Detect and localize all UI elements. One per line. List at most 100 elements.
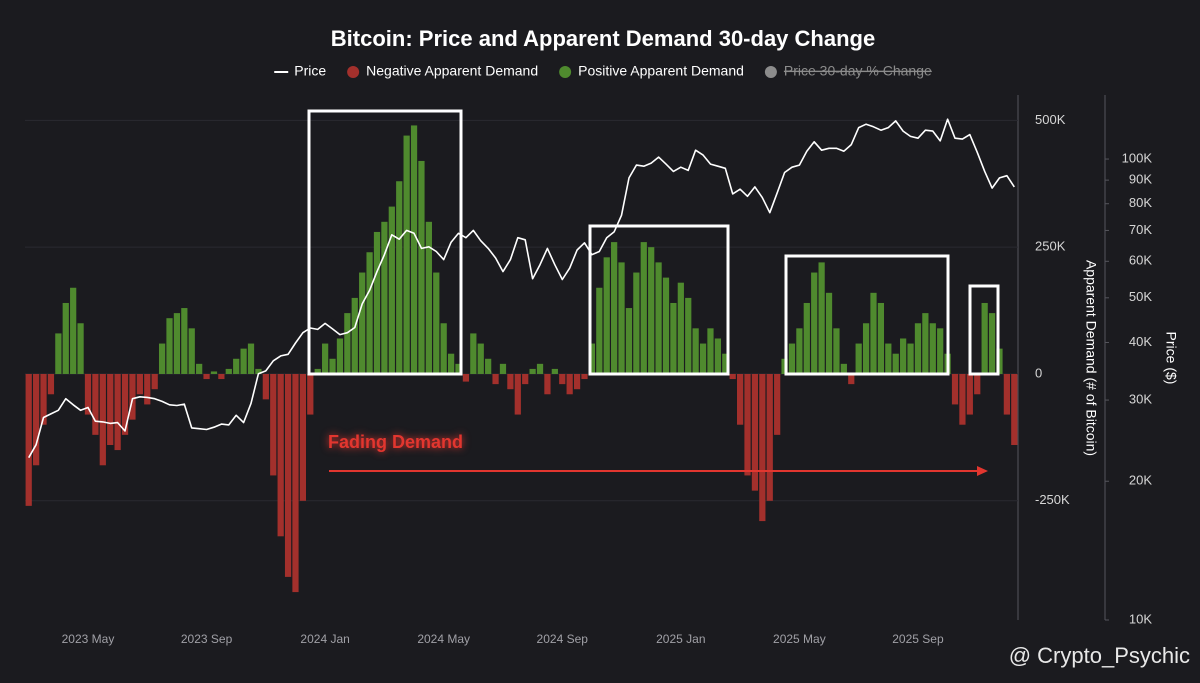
positive-demand-bar <box>418 160 425 374</box>
positive-demand-bar <box>188 328 195 374</box>
positive-demand-bar <box>336 338 344 374</box>
positive-demand-bar <box>240 348 247 374</box>
positive-demand-bar <box>833 328 840 374</box>
negative-demand-bar <box>544 373 551 395</box>
negative-demand-bar <box>114 373 121 451</box>
positive-demand-bar <box>499 363 507 374</box>
negative-demand-bar <box>581 373 588 380</box>
negative-demand-bar <box>507 373 514 390</box>
positive-demand-bar <box>840 363 847 374</box>
negative-demand-bar <box>462 373 470 382</box>
negative-demand-bar <box>729 373 736 380</box>
negative-demand-bar <box>559 373 566 385</box>
positive-demand-bar <box>77 323 84 374</box>
y2-tick-label: 10K <box>1129 611 1152 626</box>
positive-demand-bar <box>877 302 885 374</box>
y2-tick-label: 70K <box>1129 222 1152 237</box>
positive-demand-bar <box>981 302 988 374</box>
negative-demand-bar <box>492 373 499 385</box>
price-line <box>28 118 1015 459</box>
positive-demand-bar <box>855 343 862 374</box>
x-tick-label: 2023 May <box>62 632 115 646</box>
legend-item: Negative Apparent Demand <box>347 63 538 79</box>
y2-tick-label: 100K <box>1122 150 1153 165</box>
legend-marker <box>559 66 572 78</box>
positive-demand-bar <box>685 297 692 374</box>
legend-label: Price 30-day % Change <box>784 63 932 79</box>
x-tick-label: 2023 Sep <box>181 632 233 646</box>
positive-demand-bar <box>158 343 166 374</box>
negative-demand-bar <box>514 373 521 415</box>
y2-tick-label: 90K <box>1129 172 1152 187</box>
positive-demand-bar <box>322 343 329 374</box>
negative-demand-bar <box>566 373 573 395</box>
negative-demand-bar <box>974 373 981 395</box>
positive-demand-bar <box>529 368 536 374</box>
positive-demand-bar <box>907 343 914 374</box>
positive-demand-bar <box>70 287 77 374</box>
legend-marker <box>347 66 360 78</box>
negative-demand-bar <box>848 373 855 385</box>
positive-demand-bar <box>929 323 936 374</box>
positive-demand-bar <box>692 328 699 374</box>
positive-demand-bar <box>714 338 721 374</box>
negative-demand-bar <box>573 373 581 390</box>
y2-axis-title: Price ($) <box>1163 332 1179 385</box>
y2-tick-label: 80K <box>1129 195 1152 210</box>
negative-demand-bar <box>966 373 973 415</box>
positive-demand-bar <box>166 318 173 374</box>
positive-demand-bar <box>55 333 62 374</box>
positive-demand-bar <box>611 242 618 374</box>
positive-demand-bar <box>359 272 366 374</box>
negative-demand-bar <box>299 373 307 501</box>
positive-demand-bar <box>196 363 203 374</box>
positive-demand-bar <box>707 328 714 374</box>
positive-demand-bar <box>373 231 381 374</box>
positive-demand-bar <box>433 272 440 374</box>
x-tick-label: 2025 Jan <box>656 632 705 646</box>
negative-demand-bar <box>277 373 284 537</box>
positive-demand-bar <box>351 297 358 374</box>
x-tick-label: 2024 Sep <box>537 632 589 646</box>
highlight-boxes <box>307 109 1000 376</box>
positive-demand-bar <box>900 338 907 374</box>
watermark: @ Crypto_Psychic <box>1009 643 1190 668</box>
positive-demand-bar <box>648 247 655 374</box>
negative-demand-bar <box>522 373 529 385</box>
negative-demand-bar <box>284 373 292 577</box>
positive-demand-bar <box>329 358 336 374</box>
positive-demand-bar <box>670 302 677 374</box>
legend-label: Negative Apparent Demand <box>366 63 538 79</box>
positive-demand-bar <box>788 343 796 374</box>
legend-label: Price <box>294 63 326 79</box>
negative-demand-bar <box>959 373 966 425</box>
negative-demand-bar <box>107 373 114 445</box>
negative-demand-bar <box>99 373 106 466</box>
positive-demand-bar <box>988 313 996 374</box>
positive-demand-bar <box>403 135 410 374</box>
y-axis-title: Apparent Demand (# of Bitcoin) <box>1083 260 1099 456</box>
y-tick-label: 500K <box>1035 112 1066 127</box>
negative-demand-bar <box>218 373 225 380</box>
positive-demand-bar <box>862 323 870 374</box>
x-tick-label: 2024 Jan <box>300 632 349 646</box>
positive-demand-bar <box>381 221 388 374</box>
positive-demand-bar <box>885 343 892 374</box>
positive-demand-bar <box>625 308 633 374</box>
legend-item: Price <box>274 63 326 79</box>
negative-demand-bar <box>92 373 99 435</box>
negative-demand-bar <box>774 373 781 435</box>
positive-demand-bar <box>677 282 684 374</box>
negative-demand-bar <box>292 373 299 593</box>
positive-demand-bar <box>425 221 432 374</box>
positive-demand-bar <box>440 323 447 374</box>
negative-demand-bar <box>203 373 210 380</box>
positive-demand-bar <box>247 343 255 374</box>
negative-demand-bar <box>84 373 92 415</box>
positive-demand-bar <box>603 257 610 374</box>
legend: Price Negative Apparent Demand Positive Ap… <box>274 63 932 79</box>
negative-demand-bar <box>121 373 129 435</box>
negative-demand-bar <box>951 373 959 405</box>
